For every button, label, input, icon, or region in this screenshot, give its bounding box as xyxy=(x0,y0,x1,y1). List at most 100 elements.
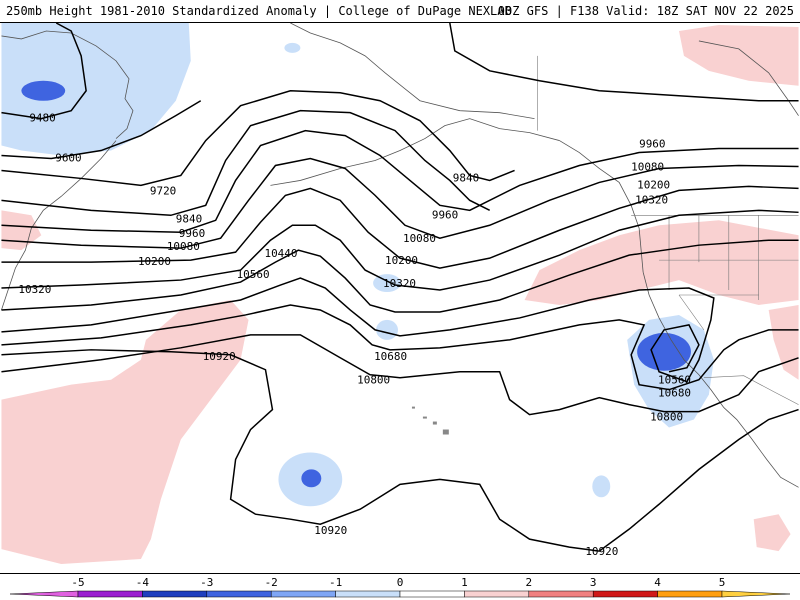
map-title: 250mb Height 1981-2010 Standardized Anom… xyxy=(6,4,512,18)
contour-label: 10560 xyxy=(237,268,270,281)
island-c xyxy=(432,421,437,425)
negative-anomaly-small-c xyxy=(373,274,401,293)
contour-10560 xyxy=(1,277,715,383)
colorbar: -5 -4 -3 -2 -1 0 1 2 3 4 5 xyxy=(9,576,791,598)
model-valid-time: 00Z GFS | F138 Valid: 18Z SAT NOV 22 202… xyxy=(497,4,794,18)
contour-label: 10680 xyxy=(374,350,407,363)
map-header: 250mb Height 1981-2010 Standardized Anom… xyxy=(0,0,800,22)
contour-10440 xyxy=(1,239,799,313)
contour-labels: 9480 9600 9720 9840 9840 9960 9960 9960 … xyxy=(18,112,691,558)
colorbar-high-end xyxy=(721,590,791,598)
anomaly-shading xyxy=(1,23,799,565)
contour-10920-north xyxy=(1,349,799,552)
british-columbia-coast xyxy=(559,140,644,273)
contour-10800 xyxy=(1,334,799,416)
colorbar-swatch xyxy=(657,590,723,598)
colorbar-tick-label: -1 xyxy=(329,576,342,589)
strong-negative-core-aleutian xyxy=(21,80,66,101)
kamchatka-coast xyxy=(1,30,134,139)
contour-10320 xyxy=(1,209,799,291)
colorbar-tick-label: -3 xyxy=(200,576,213,589)
contour-9840 xyxy=(1,23,799,217)
negative-anomaly-small-b xyxy=(592,475,611,498)
colorbar-swatch xyxy=(464,590,530,598)
island-b xyxy=(422,416,427,419)
hudson-bay-coast xyxy=(698,40,799,116)
positive-anomaly-east-edge xyxy=(768,304,799,380)
colorbar-tick-label: -2 xyxy=(265,576,278,589)
contour-label: 10800 xyxy=(357,374,390,387)
contour-label: 10080 xyxy=(631,160,664,173)
negative-anomaly-small-d xyxy=(284,42,301,53)
contour-label: 10680 xyxy=(658,387,691,400)
colorbar-swatches xyxy=(9,590,791,598)
contour-label: 10920 xyxy=(203,350,236,363)
contour-9480 xyxy=(1,23,87,120)
contour-label: 9840 xyxy=(176,212,202,225)
contour-label: 10080 xyxy=(403,232,436,245)
negative-anomaly-aleutian xyxy=(1,23,191,156)
colorbar-swatch xyxy=(335,590,401,598)
colorbar-tick-label: 1 xyxy=(461,576,468,589)
colorbar-low-end xyxy=(9,590,79,598)
colorbar-swatch xyxy=(270,590,336,598)
baja-coast xyxy=(723,407,799,488)
colorbar-ticks: -5 -4 -3 -2 -1 0 1 2 3 4 5 xyxy=(71,576,725,589)
colorbar-swatch xyxy=(206,590,272,598)
contour-label: 10200 xyxy=(385,254,418,267)
colorbar-swatch xyxy=(592,590,658,598)
contour-9720 xyxy=(1,90,515,187)
positive-anomaly-southeast xyxy=(753,514,791,552)
contour-label: 9600 xyxy=(55,151,81,164)
contour-label: 10440 xyxy=(264,247,297,260)
kuril-japan-coast xyxy=(1,140,117,311)
colorbar-tick-label: 3 xyxy=(590,576,597,589)
colorbar-tick-label: -4 xyxy=(136,576,150,589)
contour-label: 10920 xyxy=(585,545,618,558)
contour-label: 10320 xyxy=(18,283,51,296)
contour-label: 10080 xyxy=(167,240,200,253)
colorbar-swatch xyxy=(142,590,208,598)
colorbar-swatch xyxy=(77,590,143,598)
contour-label: 9480 xyxy=(29,112,55,125)
hawaii-islands xyxy=(411,406,449,435)
contour-label: 10560 xyxy=(658,374,691,387)
colorbar-tick-label: 4 xyxy=(654,576,661,589)
contour-10680 xyxy=(1,304,799,391)
contour-label: 9960 xyxy=(432,208,458,221)
strong-negative-core-california-low xyxy=(637,332,691,371)
colorbar-tick-label: 0 xyxy=(397,576,404,589)
contour-9960 xyxy=(1,129,799,233)
state-borders xyxy=(659,215,799,331)
contour-10080 xyxy=(1,157,799,249)
california-coast xyxy=(642,271,725,408)
contour-label: 9960 xyxy=(639,138,665,151)
positive-anomaly-west-us xyxy=(524,220,799,305)
positive-anomaly-northeast xyxy=(678,24,799,86)
alaska-north-coast xyxy=(290,23,535,120)
colorbar-tick-label: -5 xyxy=(71,576,84,589)
colorbar-swatch xyxy=(399,590,465,598)
island-d xyxy=(442,429,449,435)
contour-label: 9720 xyxy=(150,184,176,197)
contour-label: 9840 xyxy=(453,171,479,184)
contour-9600 xyxy=(1,100,202,160)
contour-label: 10200 xyxy=(138,255,171,268)
contour-label: 10320 xyxy=(635,193,668,206)
alaska-south-coast xyxy=(270,118,560,186)
positive-anomaly-japan xyxy=(1,210,42,251)
positive-anomaly-central-pacific xyxy=(1,299,249,565)
us-mexico-border xyxy=(703,375,799,405)
contour-label: 10200 xyxy=(637,178,670,191)
height-contours xyxy=(1,23,799,552)
colorbar-swatch xyxy=(528,590,594,598)
negative-anomaly-small-a xyxy=(376,319,399,340)
contour-label: 10800 xyxy=(650,411,683,424)
contour-label: 10320 xyxy=(383,277,416,290)
contour-label: 10920 xyxy=(314,524,347,537)
contour-10200 xyxy=(1,185,799,269)
borders xyxy=(537,55,799,405)
contour-label: 9960 xyxy=(179,227,205,240)
weather-map: 9480 9600 9720 9840 9840 9960 9960 9960 … xyxy=(0,22,800,574)
coastlines xyxy=(1,23,799,488)
